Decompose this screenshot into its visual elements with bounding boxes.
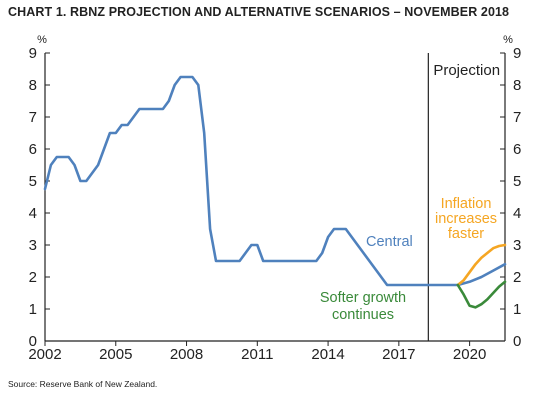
x-tick-label: 2002 bbox=[28, 346, 61, 363]
y-unit-right: % bbox=[503, 34, 513, 46]
y-tick-label-right: 7 bbox=[513, 109, 521, 126]
x-tick-label: 2011 bbox=[241, 346, 273, 363]
series-line-faster bbox=[456, 243, 507, 287]
y-tick-label-right: 8 bbox=[513, 77, 521, 94]
y-tick-label-left: 3 bbox=[29, 237, 37, 254]
x-tick-label: 2014 bbox=[311, 346, 344, 363]
projection-label: Projection bbox=[433, 62, 500, 79]
annotation-faster-line: faster bbox=[448, 226, 484, 242]
x-tick-label: 2005 bbox=[99, 346, 132, 363]
y-tick-label-right: 2 bbox=[513, 269, 521, 286]
chart-lines bbox=[43, 75, 507, 309]
annotation-softer-line: continues bbox=[332, 307, 394, 323]
y-tick-label-left: 8 bbox=[29, 77, 37, 94]
y-unit-left: % bbox=[37, 34, 47, 46]
x-tick-label: 2017 bbox=[382, 346, 415, 363]
y-tick-label-right: 6 bbox=[513, 141, 521, 158]
y-tick-label-right: 3 bbox=[513, 237, 521, 254]
annotation-faster-line: Inflation bbox=[441, 196, 492, 212]
series-line-softer bbox=[456, 280, 507, 309]
y-tick-label-left: 0 bbox=[29, 333, 37, 350]
y-tick-label-left: 7 bbox=[29, 109, 37, 126]
y-tick-label-right: 4 bbox=[513, 205, 521, 222]
series-line-central bbox=[43, 75, 507, 287]
y-tick-label-left: 6 bbox=[29, 141, 37, 158]
y-tick-label-left: 9 bbox=[29, 45, 37, 62]
y-tick-label-left: 2 bbox=[29, 269, 37, 286]
y-tick-label-right: 1 bbox=[513, 301, 521, 318]
annotation-faster-line: increases bbox=[435, 211, 497, 227]
y-tick-label-left: 5 bbox=[29, 173, 37, 190]
chart-title: CHART 1. RBNZ PROJECTION AND ALTERNATIVE… bbox=[8, 5, 510, 19]
y-tick-label-right: 9 bbox=[513, 45, 521, 62]
x-tick-label: 2008 bbox=[170, 346, 203, 363]
chart-axes: % % 0 0 1 1 2 2 3 3 4 4 5 5 6 6 7 7 8 8 9 9 2002 2005 2008 2011 20… bbox=[28, 34, 521, 363]
annotation-central: Central bbox=[366, 234, 413, 250]
y-tick-label-right: 0 bbox=[513, 333, 521, 350]
source-note: Source: Reserve Bank of New Zealand. bbox=[8, 379, 158, 389]
y-tick-label-right: 5 bbox=[513, 173, 521, 190]
y-tick-label-left: 1 bbox=[29, 301, 37, 318]
y-tick-label-left: 4 bbox=[29, 205, 37, 222]
x-tick-label: 2020 bbox=[453, 346, 486, 363]
annotation-softer-line: Softer growth bbox=[320, 290, 406, 306]
